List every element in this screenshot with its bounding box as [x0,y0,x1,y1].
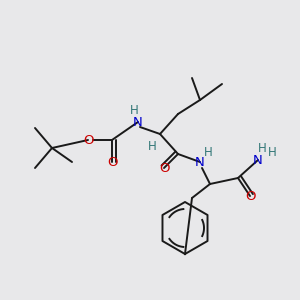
Text: H: H [258,142,266,154]
Text: H: H [130,103,138,116]
Text: N: N [253,154,263,166]
Text: O: O [159,161,169,175]
Text: N: N [133,116,143,128]
Text: O: O [245,190,255,202]
Text: H: H [204,146,212,158]
Text: H: H [268,146,276,160]
Text: O: O [83,134,93,146]
Text: N: N [195,155,205,169]
Text: O: O [107,155,117,169]
Text: H: H [148,140,156,152]
